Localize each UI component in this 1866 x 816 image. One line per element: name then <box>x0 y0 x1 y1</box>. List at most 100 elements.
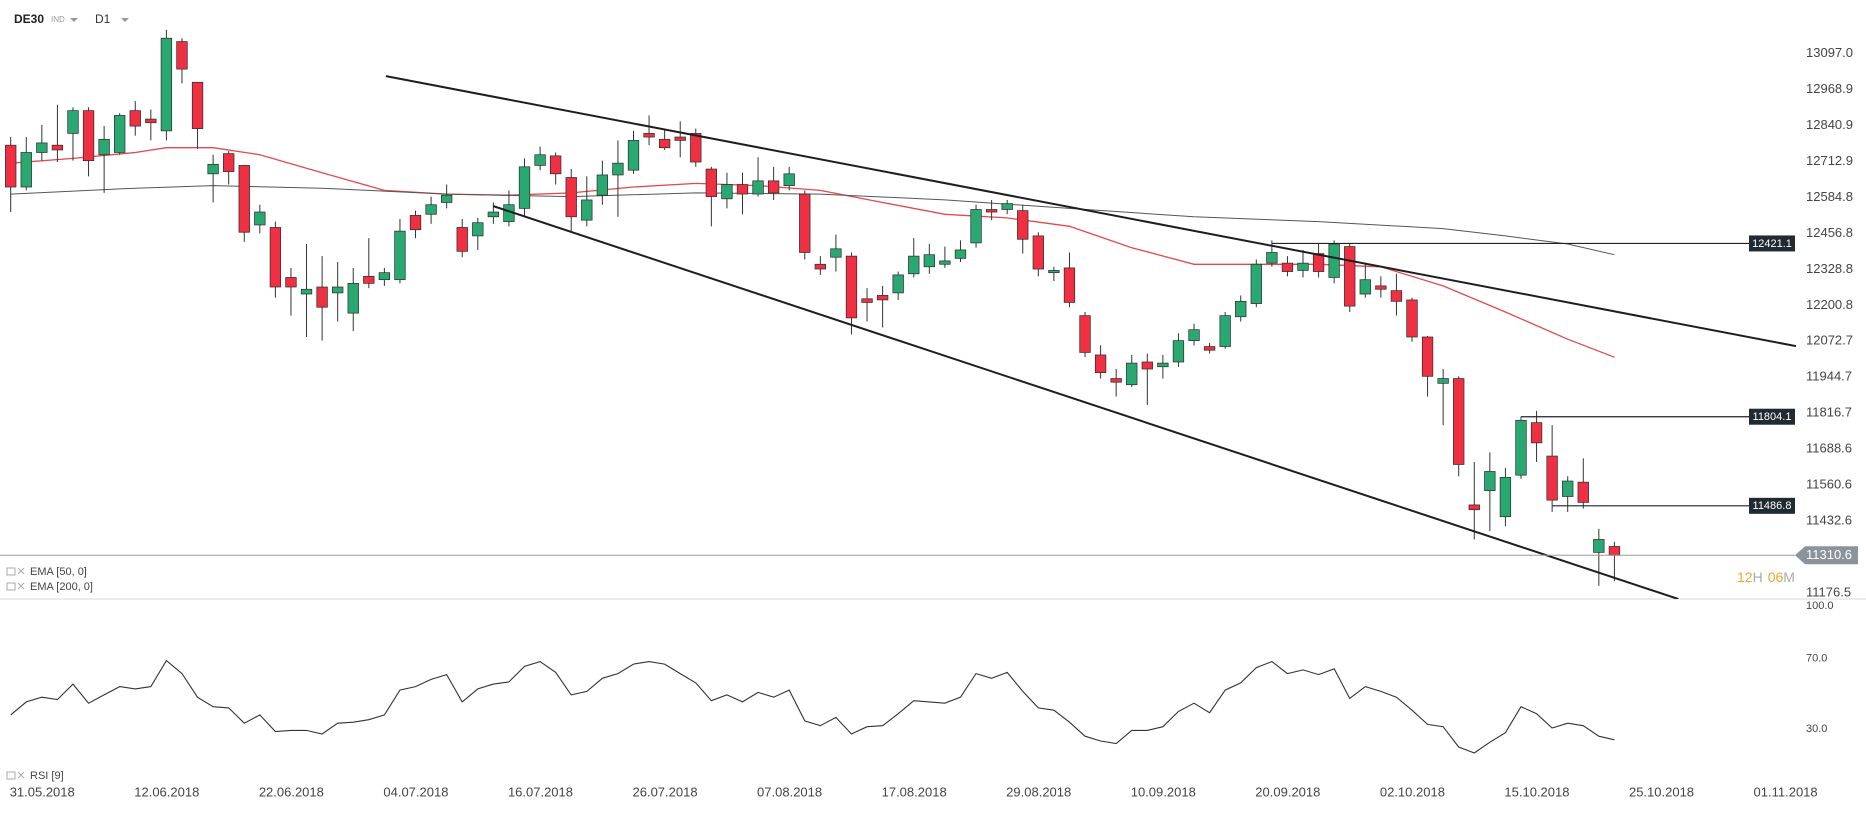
level-label: 11804.1 <box>1753 411 1792 423</box>
candle-body <box>627 140 640 171</box>
candle-body <box>82 110 95 161</box>
legend-icon[interactable] <box>6 582 16 591</box>
candle-body <box>1375 285 1387 290</box>
y-tick-label: 11688.6 <box>1806 441 1852 456</box>
legend-entry: EMA [50, 0] <box>30 566 87 578</box>
candle-body <box>129 110 141 127</box>
candle-body <box>876 295 889 301</box>
ema-line <box>10 185 1615 256</box>
candle-body <box>799 193 811 253</box>
candle-body <box>207 163 219 175</box>
candle-body <box>1608 546 1621 556</box>
countdown-unit: H <box>1753 569 1763 585</box>
candle-body <box>300 288 313 295</box>
rsi-line <box>10 659 1615 754</box>
candle-body <box>752 180 764 195</box>
candle-body <box>892 274 904 294</box>
level-tag <box>1749 497 1795 514</box>
x-tick-label: 16.07.2018 <box>508 784 573 799</box>
candle-body <box>923 254 935 268</box>
legend-close[interactable] <box>17 582 25 590</box>
candle-body <box>1266 252 1278 264</box>
candle-body <box>254 211 266 226</box>
candle-body <box>518 166 531 209</box>
candle-body <box>1577 481 1589 503</box>
candle-body <box>1437 378 1449 384</box>
candle-body <box>534 154 546 166</box>
legend-icon[interactable] <box>6 567 16 576</box>
candle-body <box>1001 203 1013 210</box>
candle-body <box>565 177 577 218</box>
x-tick-label: 17.08.2018 <box>882 784 947 799</box>
level-label: 12421.1 <box>1752 238 1792 250</box>
candle-body <box>238 165 250 233</box>
rsi-panel <box>10 659 1615 754</box>
y-tick-label: 30.0 <box>1806 723 1827 735</box>
dropdown-caret[interactable] <box>70 18 78 22</box>
candle-body <box>1157 362 1169 368</box>
candle-body <box>690 133 702 163</box>
candle-body <box>985 209 998 213</box>
candle-body <box>269 227 282 288</box>
candle-body <box>1172 340 1185 363</box>
x-tick-label: 10.09.2018 <box>1131 784 1196 799</box>
y-tick-label: 11816.7 <box>1806 405 1852 420</box>
candle-body <box>1219 315 1231 347</box>
level-tag <box>1749 408 1795 425</box>
legend-icons <box>6 567 25 780</box>
legend-icon[interactable] <box>6 771 16 780</box>
legend-close[interactable] <box>17 771 25 779</box>
countdown-unit: M <box>1783 569 1795 585</box>
candle-body <box>767 180 780 194</box>
candle-body <box>1063 267 1076 303</box>
candle-body <box>1515 420 1527 476</box>
axes: 13097.0 12968.9 12840.9 12712.9 12584.8 12456… <box>10 45 1858 799</box>
candle-body <box>1421 336 1434 377</box>
last-price-label: 11310.6 <box>1806 547 1852 562</box>
candle-body <box>643 133 655 138</box>
candle-body <box>1281 262 1294 272</box>
candle-body <box>51 144 64 151</box>
trend-line <box>385 75 1796 348</box>
candle-body <box>409 215 422 231</box>
candle-body <box>363 275 375 284</box>
candle-body <box>347 283 359 314</box>
legend-close[interactable] <box>17 567 25 575</box>
candle-body <box>1390 290 1403 302</box>
candle-body <box>176 41 188 70</box>
y-tick-label: 13097.0 <box>1806 45 1853 60</box>
candle-body <box>705 168 717 197</box>
x-tick-label: 25.10.2018 <box>1629 784 1694 799</box>
candle-body <box>1297 262 1309 271</box>
candle-body <box>1079 315 1091 353</box>
dropdown-caret[interactable] <box>121 18 129 22</box>
y-tick-label: 12840.9 <box>1806 117 1853 132</box>
countdown: 12H 06M <box>1737 569 1795 585</box>
candle-body <box>954 249 967 259</box>
timeframe[interactable]: D1 <box>95 12 111 26</box>
candle-body <box>581 199 593 221</box>
candle-body <box>1546 455 1558 501</box>
candle-body <box>472 222 484 237</box>
candle-body <box>316 286 328 308</box>
x-tick-label: 20.09.2018 <box>1255 784 1320 799</box>
candle-body <box>1203 346 1216 351</box>
candle-body <box>1593 539 1605 553</box>
candle-body <box>721 184 733 200</box>
y-tick-label: 100.0 <box>1806 600 1834 612</box>
y-tick-label: 12072.7 <box>1806 333 1853 348</box>
x-tick-label: 26.07.2018 <box>633 784 698 799</box>
candle-body <box>114 115 126 153</box>
candle-body <box>332 286 344 294</box>
candle-body <box>736 184 749 195</box>
candle-body <box>1048 270 1060 274</box>
legend-entry: EMA [200, 0] <box>30 581 93 593</box>
candle-body <box>1344 246 1356 307</box>
candle-body <box>658 138 671 149</box>
y-tick-label: 12200.8 <box>1806 297 1853 312</box>
candle-body <box>1110 378 1122 383</box>
symbol[interactable]: DE30 <box>14 12 44 26</box>
trend-line <box>493 205 1679 599</box>
